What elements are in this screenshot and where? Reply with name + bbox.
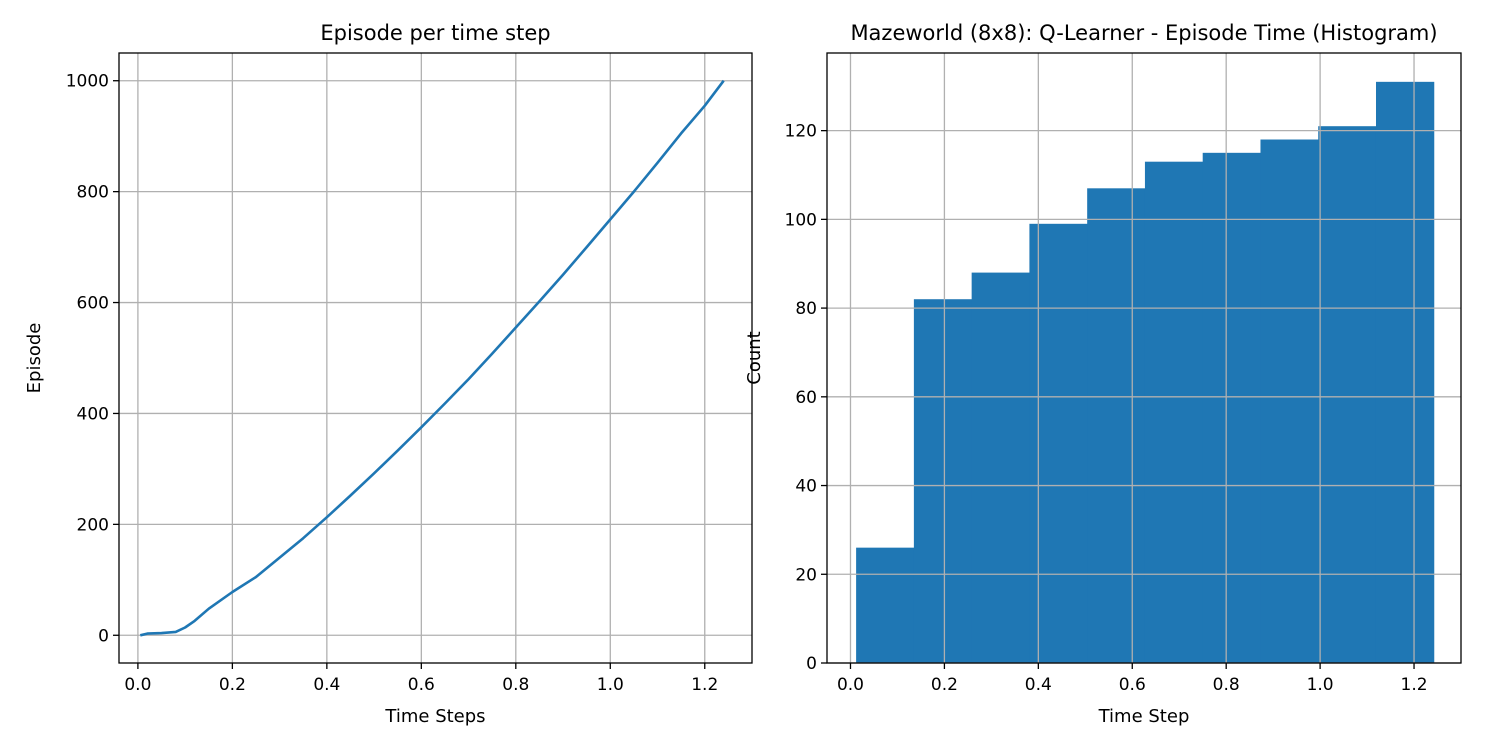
series-line <box>139 79 725 637</box>
y-tick-label: 600 <box>77 294 109 314</box>
histogram-x-axis-label: Time Step <box>1098 706 1190 727</box>
histogram-bar <box>971 272 1030 663</box>
histogram-bar <box>913 299 973 663</box>
histogram-bar <box>1029 223 1088 664</box>
histogram-bar <box>1260 139 1319 663</box>
histogram-title: Mazeworld (8x8): Q-Learner - Episode Tim… <box>850 21 1437 45</box>
x-tick-label: 0.6 <box>408 675 435 695</box>
x-tick-label: 0.8 <box>502 675 529 695</box>
histogram-plot-area <box>856 81 1435 664</box>
line-chart-x-ticks: 0.0 0.2 0.4 0.6 0.8 1.0 1.2 <box>124 663 718 695</box>
histogram-y-axis-label: Count <box>744 331 765 384</box>
x-tick-label: 1.0 <box>1307 675 1334 695</box>
line-chart-grid <box>119 53 752 663</box>
histogram-x-ticks: 0.0 0.2 0.4 0.6 0.8 1.0 1.2 <box>837 663 1428 695</box>
histogram-y-ticks: 0 20 40 60 80 100 120 <box>785 122 827 674</box>
y-tick-label: 400 <box>77 404 109 424</box>
x-tick-label: 0.4 <box>1025 675 1052 695</box>
y-tick-label: 120 <box>785 122 817 142</box>
x-tick-label: 0.0 <box>124 675 151 695</box>
line-chart-x-axis-label: Time Steps <box>384 706 485 727</box>
x-tick-label: 1.2 <box>1401 675 1428 695</box>
histogram-frame <box>826 52 1462 664</box>
x-tick-label: 1.0 <box>597 675 624 695</box>
line-chart-frame <box>118 52 753 664</box>
line-chart-title: Episode per time step <box>320 21 550 45</box>
histogram-bar <box>1318 126 1377 663</box>
x-tick-label: 0.4 <box>313 675 340 695</box>
histogram-bar <box>1202 152 1261 663</box>
y-tick-label: 40 <box>795 477 817 497</box>
x-tick-label: 0.8 <box>1213 675 1240 695</box>
line-chart-y-ticks: 0 200 400 600 800 1000 <box>66 72 119 646</box>
y-tick-label: 1000 <box>66 72 109 92</box>
y-tick-label: 20 <box>795 565 817 585</box>
x-tick-label: 1.2 <box>691 675 718 695</box>
y-tick-label: 100 <box>785 210 817 230</box>
y-tick-label: 0 <box>806 654 817 674</box>
line-chart: 0.0 0.2 0.4 0.6 0.8 1.0 1.2 02004006008001000 … <box>24 21 753 727</box>
y-tick-label: 0 <box>98 626 109 646</box>
histogram-bar <box>1144 161 1204 663</box>
histogram-bar <box>1375 81 1435 663</box>
histogram-bar <box>856 547 915 663</box>
line-chart-plot-area <box>139 79 725 637</box>
y-tick-label: 80 <box>795 299 817 319</box>
line-chart-y-axis-label: Episode <box>24 323 45 394</box>
y-tick-label: 800 <box>77 183 109 203</box>
x-tick-label: 0.2 <box>931 675 958 695</box>
x-tick-label: 0.0 <box>837 675 864 695</box>
histogram-bar <box>1087 188 1146 664</box>
y-tick-label: 60 <box>795 388 817 408</box>
y-tick-label: 200 <box>77 515 109 535</box>
histogram-chart: 0.0 0.2 0.4 0.6 0.8 1.0 1.2 0 20 40 60 80 100 120 Ma… <box>744 21 1462 727</box>
x-tick-label: 0.2 <box>219 675 246 695</box>
x-tick-label: 0.6 <box>1119 675 1146 695</box>
